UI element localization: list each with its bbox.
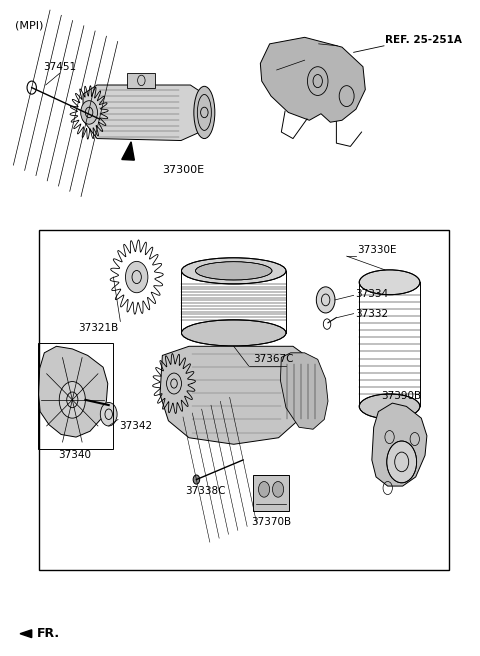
Text: FR.: FR.: [36, 627, 60, 640]
Ellipse shape: [195, 262, 272, 280]
Circle shape: [81, 100, 97, 124]
Ellipse shape: [194, 87, 215, 138]
Text: 37451: 37451: [43, 62, 76, 72]
Polygon shape: [83, 85, 204, 140]
Circle shape: [316, 287, 335, 313]
Circle shape: [258, 482, 270, 497]
Polygon shape: [122, 142, 134, 160]
Circle shape: [100, 403, 117, 426]
Circle shape: [387, 441, 417, 483]
Ellipse shape: [359, 270, 420, 295]
Ellipse shape: [181, 320, 286, 346]
Polygon shape: [372, 403, 427, 486]
Circle shape: [59, 382, 85, 418]
Text: 37367C: 37367C: [253, 354, 294, 364]
Ellipse shape: [359, 394, 420, 419]
Polygon shape: [260, 37, 365, 122]
Text: 37342: 37342: [120, 420, 153, 431]
Text: 37330E: 37330E: [357, 245, 396, 255]
Polygon shape: [20, 630, 32, 638]
Circle shape: [125, 261, 148, 293]
Circle shape: [167, 373, 181, 394]
Circle shape: [193, 475, 200, 484]
Text: 37321B: 37321B: [78, 323, 118, 333]
Text: 37390B: 37390B: [382, 391, 422, 401]
Text: 37370B: 37370B: [251, 518, 291, 527]
Polygon shape: [39, 346, 108, 437]
Polygon shape: [160, 346, 306, 444]
Bar: [253, 475, 289, 511]
Text: REF. 25-251A: REF. 25-251A: [385, 35, 462, 45]
Text: 37334: 37334: [355, 289, 388, 299]
Text: 37338C: 37338C: [185, 486, 226, 496]
Bar: [39, 230, 449, 569]
Text: 37300E: 37300E: [162, 165, 204, 174]
Bar: [38, 343, 113, 449]
Circle shape: [273, 482, 284, 497]
Polygon shape: [280, 353, 328, 429]
Text: (MPI): (MPI): [15, 21, 44, 31]
Bar: [127, 73, 156, 88]
Text: 37340: 37340: [59, 450, 92, 460]
Text: 37332: 37332: [355, 308, 388, 319]
Ellipse shape: [181, 258, 286, 284]
